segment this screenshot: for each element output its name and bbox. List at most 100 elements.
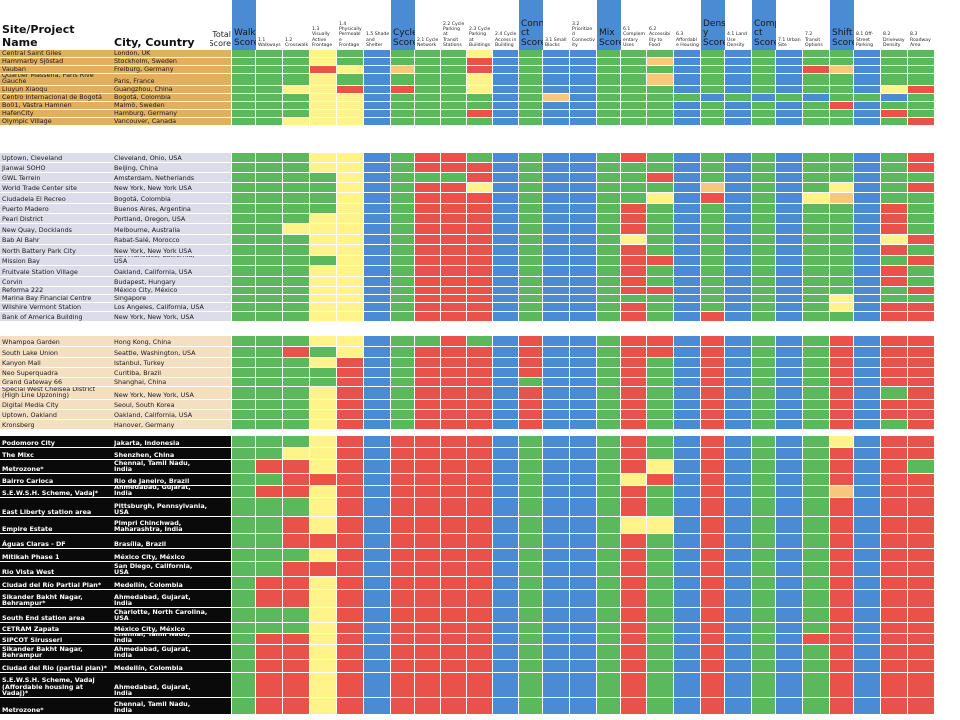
score-cell-walk (232, 486, 255, 497)
score-cell-s14 (337, 645, 363, 659)
score-cell-s62 (647, 347, 673, 357)
column-header-label: 2.4 Cycle Access in Building (495, 32, 517, 48)
score-cell-shift (830, 256, 853, 265)
score-cell-s22 (441, 562, 466, 576)
score-cell-s21 (415, 118, 440, 125)
score-cell-s62 (647, 577, 673, 589)
score-cell-s71 (776, 66, 802, 73)
score-cell-s23 (467, 312, 492, 321)
score-cell-densify (701, 266, 724, 276)
score-cell-s21 (415, 387, 440, 399)
score-cell-s82 (881, 562, 907, 576)
score-cell-cycle (391, 698, 414, 714)
score-cell-s24 (493, 410, 518, 419)
score-cell-walk (232, 256, 255, 265)
site-name: Metrozone* (2, 706, 44, 714)
score-cell-s63 (674, 214, 700, 223)
score-cell-s15 (364, 58, 390, 65)
city-name: Brasília, Brazil (114, 540, 167, 548)
score-cell-mix (597, 66, 620, 73)
score-cell-s13 (310, 498, 336, 516)
score-cell-s41 (725, 623, 751, 633)
score-cell-s32 (570, 266, 596, 276)
table-row: Bank of America Building New York, New Yo… (0, 312, 946, 321)
score-cell-s32 (570, 224, 596, 234)
score-cell-s41 (725, 498, 751, 516)
site-name: HafenCity (2, 110, 34, 117)
score-cell-total (210, 153, 231, 162)
score-cell-s71 (776, 400, 802, 409)
score-cell-s41 (725, 562, 751, 576)
score-cell-s82 (881, 608, 907, 622)
score-cell-s14 (337, 608, 363, 622)
score-cell-s82 (881, 347, 907, 357)
score-cell-s31 (543, 368, 569, 377)
score-cell-mix (597, 645, 620, 659)
score-cell-walk (232, 645, 255, 659)
site-name-cell: Quartier Massena, Paris Rive Gauche (0, 74, 112, 85)
table-row: North Battery Park City New York, New Yor… (0, 245, 946, 255)
score-cell-shift (830, 102, 853, 109)
score-cell-s62 (647, 517, 673, 533)
score-cell-s14 (337, 102, 363, 109)
score-cell-s71 (776, 94, 802, 101)
score-cell-s72 (803, 410, 829, 419)
score-cell-s72 (803, 224, 829, 234)
score-cell-s11 (256, 295, 282, 302)
score-cell-s11 (256, 368, 282, 377)
score-cell-s82 (881, 474, 907, 485)
score-cell-densify (701, 256, 724, 265)
score-cell-s81 (854, 358, 880, 367)
score-cell-shift (830, 634, 853, 644)
score-cell-s82 (881, 410, 907, 419)
score-cell-s21 (415, 50, 440, 57)
site-name: Uptown, Cleveland (2, 154, 63, 162)
score-cell-s23 (467, 74, 492, 85)
score-cell-s13 (310, 562, 336, 576)
score-cell-s13 (310, 486, 336, 497)
city-name: Ahmedabad, Gujarat, India (114, 682, 191, 697)
score-cell-s15 (364, 173, 390, 182)
score-cell-s24 (493, 660, 518, 672)
score-cell-s21 (415, 153, 440, 162)
score-cell-s83 (908, 303, 934, 311)
score-cell-s13 (310, 245, 336, 255)
score-cell-s63 (674, 660, 700, 672)
score-cell-s22 (441, 266, 466, 276)
score-cell-s62 (647, 549, 673, 561)
score-cell-s32 (570, 474, 596, 485)
score-cell-s23 (467, 102, 492, 109)
table-row: Pearl District Portland, Oregon, USA (0, 214, 946, 223)
score-cell-s31 (543, 436, 569, 447)
column-header-mix: Mix Score (597, 0, 621, 50)
city-cell: Hanover, Germany (112, 420, 210, 429)
score-cell-s62 (647, 460, 673, 473)
site-name: Bank of America Building (2, 313, 83, 321)
score-cell-s14 (337, 214, 363, 223)
score-cell-s83 (908, 118, 934, 125)
score-cell-s61 (621, 183, 646, 192)
score-cell-densify (701, 436, 724, 447)
score-cell-s14 (337, 562, 363, 576)
score-cell-s41 (725, 660, 751, 672)
score-cell-s71 (776, 358, 802, 367)
score-cell-s12 (283, 645, 309, 659)
score-cell-densify (701, 245, 724, 255)
site-name: Jianwai SOHO (2, 164, 46, 172)
score-cell-s71 (776, 295, 802, 302)
score-cell-s11 (256, 173, 282, 182)
score-cell-s71 (776, 347, 802, 357)
score-cell-s82 (881, 517, 907, 533)
score-cell-densify (701, 102, 724, 109)
score-cell-compact (752, 183, 775, 192)
score-cell-s61 (621, 378, 646, 386)
score-cell-s31 (543, 645, 569, 659)
city-cell: London, UK (112, 50, 210, 57)
score-cell-s14 (337, 378, 363, 386)
score-cell-s82 (881, 634, 907, 644)
score-cell-cycle (391, 549, 414, 561)
score-cell-shift (830, 420, 853, 429)
score-cell-s83 (908, 235, 934, 244)
score-cell-s61 (621, 698, 646, 714)
score-cell-s24 (493, 474, 518, 485)
